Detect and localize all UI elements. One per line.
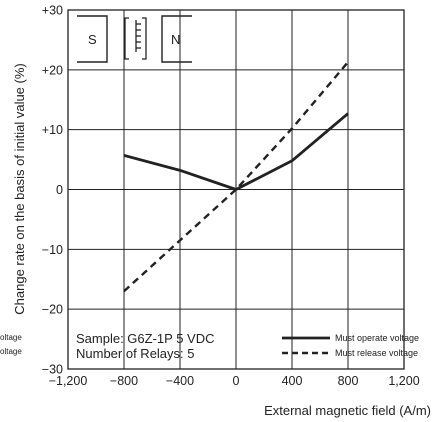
sample-label: Sample: G6Z-1P 5 VDC [76, 331, 214, 346]
x-tick-label: 0 [233, 374, 240, 388]
y-tick-label: −10 [42, 243, 63, 257]
x-tick-label: 400 [282, 374, 303, 388]
series-layer [123, 61, 349, 293]
y-tick-label: −30 [42, 363, 63, 377]
relay-icon [124, 17, 147, 60]
magnet-n-label: N [171, 32, 180, 47]
relay-count-label: Number of Relays: 5 [76, 346, 195, 361]
y-tick-label: −20 [42, 303, 63, 317]
clipped-text-2: oltage [0, 347, 22, 356]
legend-label-release: Must release voltage [335, 348, 418, 358]
x-tick-label: 1,200 [388, 374, 419, 388]
grid-lines [68, 10, 404, 369]
series-line-operate [123, 112, 349, 191]
y-tick-label: +10 [42, 123, 63, 137]
magnet-s-outline [77, 15, 108, 63]
plot-frame [67, 9, 405, 370]
series-line-release [123, 61, 349, 293]
x-tick-label: −1,200 [49, 374, 88, 388]
y-tick-label: +30 [42, 4, 63, 18]
y-tick-label: 0 [56, 183, 63, 197]
y-axis-label: Change rate on the basis of initial valu… [12, 63, 27, 314]
y-tick-label: +20 [42, 63, 63, 77]
x-axis-label: External magnetic field (A/m) [264, 403, 431, 418]
magnet-diagram: S N [77, 15, 192, 63]
x-tick-label: −800 [110, 374, 138, 388]
legend-label-operate: Must operate voltage [335, 333, 419, 343]
magnet-s-label: S [88, 32, 97, 47]
magnet-n-outline [161, 15, 192, 63]
tick-labels: −1,200 −800 −400 0 400 800 1,200 −30 −20 −10 0 +10 +… [42, 4, 420, 389]
x-tick-label: 800 [338, 374, 359, 388]
legend: Must operate voltage Must release voltag… [282, 333, 419, 358]
x-tick-label: −400 [166, 374, 194, 388]
clipped-text-1: oltage [0, 333, 22, 342]
